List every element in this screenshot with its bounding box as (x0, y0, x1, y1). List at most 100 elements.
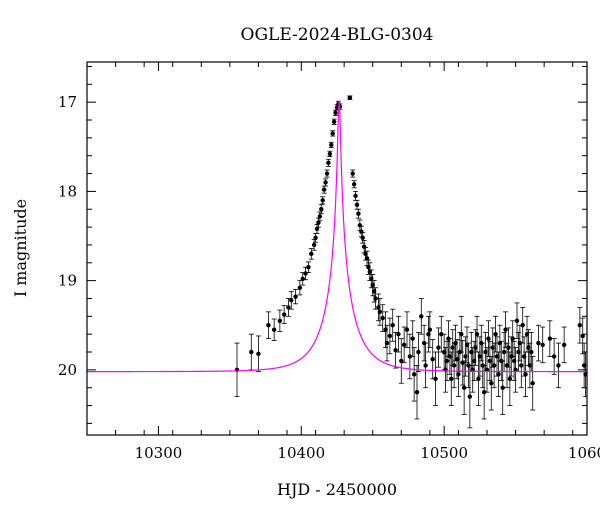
data-marker (277, 318, 283, 323)
data-point (265, 311, 271, 340)
data-marker (316, 220, 321, 225)
data-point (320, 196, 326, 205)
data-marker (347, 95, 353, 100)
data-marker (326, 160, 331, 166)
data-marker (297, 285, 303, 290)
data-marker (519, 363, 524, 368)
data-marker (317, 214, 323, 219)
data-point (430, 339, 436, 380)
data-point (277, 309, 283, 332)
data-marker (319, 207, 324, 212)
data-marker (309, 251, 314, 257)
data-marker (323, 180, 328, 185)
data-point (315, 217, 321, 228)
data-point (351, 180, 357, 189)
data-marker (321, 187, 327, 192)
data-point (535, 324, 541, 362)
y-tick-label: 17 (58, 93, 77, 111)
data-marker (523, 372, 528, 377)
data-marker (266, 323, 271, 328)
data-marker (286, 305, 291, 310)
data-point (350, 169, 356, 178)
data-marker (314, 226, 320, 232)
data-marker (387, 333, 393, 339)
data-point (305, 261, 311, 273)
data-marker (320, 198, 325, 203)
data-point (377, 298, 383, 326)
data-point (435, 327, 441, 368)
model-curve (87, 100, 587, 373)
axis-ticks: 10300 10400 10500 1060 17 18 19 20 (58, 62, 600, 462)
data-point (495, 351, 501, 398)
data-marker (436, 345, 441, 350)
data-marker (486, 336, 491, 341)
data-point (507, 351, 513, 406)
data-point (577, 306, 583, 344)
data-point (401, 326, 407, 364)
data-point (475, 351, 481, 406)
data-point (364, 250, 370, 266)
data-point (387, 317, 393, 355)
data-marker (377, 309, 383, 315)
data-point (355, 208, 361, 219)
data-marker (404, 327, 410, 332)
data-point (360, 232, 366, 244)
data-point (418, 298, 424, 335)
data-point (308, 248, 314, 260)
data-point (398, 338, 404, 384)
data-marker (331, 119, 337, 124)
data-marker (354, 202, 360, 207)
data-marker (390, 323, 395, 328)
data-point (423, 342, 429, 389)
data-marker (281, 312, 287, 317)
data-marker (410, 336, 415, 341)
data-point (551, 338, 557, 375)
data-marker (423, 363, 428, 368)
data-marker (530, 381, 535, 386)
data-point (523, 351, 529, 398)
y-tick-label: 20 (58, 361, 77, 379)
data-marker (503, 327, 508, 332)
data-point (503, 311, 509, 348)
data-marker (293, 294, 298, 299)
data-marker (451, 363, 457, 368)
data-marker (303, 271, 308, 276)
data-point (414, 364, 420, 420)
data-marker (353, 193, 358, 199)
data-marker (324, 171, 330, 176)
data-point (325, 158, 331, 167)
data-point (354, 199, 360, 210)
data-marker (289, 298, 294, 303)
data-marker (256, 351, 261, 356)
data-point (384, 324, 390, 362)
data-marker (577, 323, 583, 328)
data-point (324, 169, 330, 178)
data-point (390, 308, 396, 342)
data-marker (536, 340, 541, 346)
y-tick-label: 19 (58, 272, 77, 290)
data-marker (501, 349, 507, 355)
data-marker (439, 331, 444, 337)
data-marker (351, 182, 357, 187)
data-point (510, 320, 516, 357)
data-marker (364, 256, 370, 261)
data-marker (476, 376, 481, 381)
data-marker (520, 323, 525, 328)
data-marker (401, 342, 407, 348)
data-point (555, 342, 561, 389)
data-marker (481, 389, 487, 395)
data-marker (449, 376, 454, 381)
data-marker (333, 110, 338, 116)
data-point (234, 342, 240, 398)
data-point (561, 326, 567, 364)
data-marker (551, 354, 557, 359)
data-point (411, 347, 417, 402)
data-point (380, 304, 386, 332)
data-point (404, 311, 410, 348)
data-marker (547, 336, 553, 341)
data-marker (556, 363, 561, 368)
data-point (530, 356, 536, 411)
data-point (540, 326, 546, 364)
data-marker (407, 354, 413, 359)
data-point (271, 318, 277, 341)
